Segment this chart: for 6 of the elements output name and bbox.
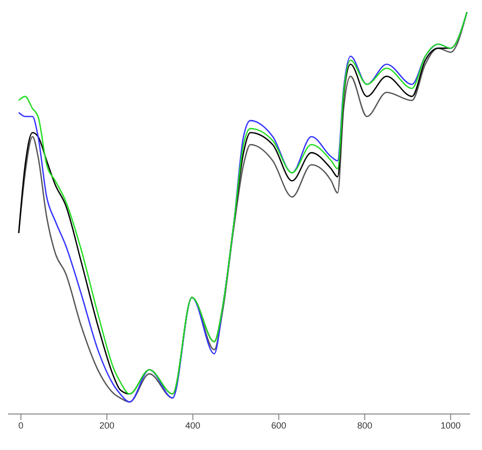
x-tick-label: 1000 [440,420,461,430]
x-tick-label: 800 [357,420,372,430]
x-tick-label: 200 [99,420,114,430]
x-tick-label: 600 [271,420,286,430]
x-tick-label: 0 [18,420,24,430]
x-tick-label: 400 [185,420,200,430]
